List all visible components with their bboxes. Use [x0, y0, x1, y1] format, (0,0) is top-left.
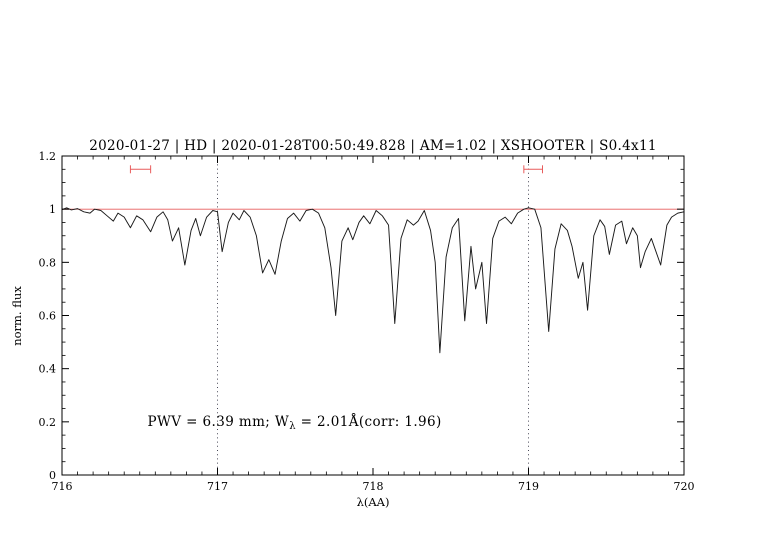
- y-tick-label: 0.8: [39, 256, 57, 269]
- spectrum-trace-layer: [61, 207, 685, 354]
- y-axis-label: norm. flux: [10, 286, 24, 346]
- y-tick-label: 1: [49, 203, 56, 216]
- axis-tick-labels-layer: 716 717 718 719 720 0 0.2 0.4 0.6 0.8 1 1.2: [39, 150, 695, 493]
- spectrum-path: [61, 207, 685, 354]
- y-tick-label: 0: [49, 469, 56, 482]
- pwv-annotation-suffix: = 2.01Å(corr: 1.96): [296, 414, 442, 430]
- pwv-annotation: PWV = 6.39 mm; Wλ = 2.01Å(corr: 1.96): [148, 414, 442, 432]
- x-tick-label: 718: [363, 480, 384, 493]
- pwv-annotation-subscript: λ: [289, 421, 296, 432]
- x-tick-label: 717: [207, 480, 228, 493]
- y-tick-label: 1.2: [39, 150, 57, 163]
- y-tick-label: 0.6: [39, 310, 57, 323]
- x-tick-label: 720: [674, 480, 695, 493]
- x-tick-label: 716: [52, 480, 73, 493]
- pwv-annotation-prefix: PWV = 6.39 mm; W: [148, 414, 290, 430]
- y-tick-label: 0.2: [39, 416, 57, 429]
- plot-title: 2020-01-27 | HD | 2020-01-28T00:50:49.82…: [89, 138, 656, 154]
- x-axis-label: λ(AA): [357, 495, 390, 509]
- axis-ticks-layer: [61, 155, 685, 476]
- x-tick-label: 719: [518, 480, 539, 493]
- y-tick-label: 0.4: [39, 363, 57, 376]
- range-markers-layer: [129, 165, 543, 174]
